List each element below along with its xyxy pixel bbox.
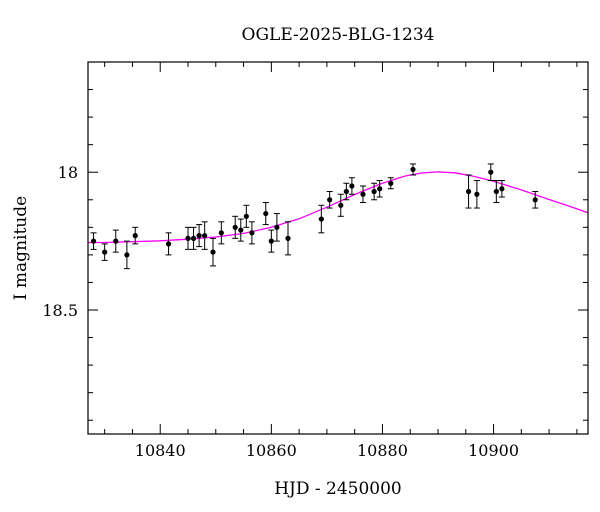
point-marker — [465, 188, 472, 195]
x-tick-labels: 10840 10860 10880 10900 — [135, 441, 519, 460]
data-point — [473, 179, 480, 209]
data-point — [237, 218, 244, 242]
data-point — [376, 179, 383, 198]
data-point — [248, 221, 255, 245]
data-point — [343, 182, 350, 201]
data-point — [218, 221, 225, 245]
point-marker — [388, 180, 394, 186]
point-marker — [285, 235, 291, 241]
data-point — [232, 215, 239, 239]
point-marker — [318, 216, 324, 222]
x-tick-label: 10860 — [246, 441, 297, 460]
data-point — [493, 179, 500, 204]
point-marker — [343, 188, 349, 195]
point-marker — [493, 188, 499, 195]
data-point — [337, 193, 344, 217]
data-point — [262, 202, 269, 226]
axis-ticks — [88, 61, 588, 434]
plot-area — [88, 163, 588, 270]
point-marker — [238, 227, 244, 233]
data-point — [273, 213, 280, 242]
point-marker — [263, 210, 269, 217]
data-point — [487, 163, 494, 181]
point-marker — [218, 230, 224, 236]
data-point — [123, 240, 130, 270]
data-point — [90, 232, 97, 250]
x-axis-label: HJD - 2450000 — [274, 479, 402, 499]
point-marker — [268, 238, 274, 244]
point-marker — [274, 224, 280, 230]
point-marker — [327, 197, 333, 203]
data-point — [132, 226, 139, 245]
data-point — [268, 229, 275, 253]
point-marker — [124, 252, 130, 258]
data-point — [190, 226, 197, 250]
point-marker — [202, 233, 208, 239]
y-axis-label: I magnitude — [11, 196, 31, 300]
point-marker — [196, 233, 202, 239]
y-tick-label: 18.5 — [42, 301, 78, 320]
point-marker — [377, 186, 383, 192]
point-marker — [349, 183, 355, 189]
data-point — [185, 226, 191, 250]
point-marker — [360, 191, 366, 197]
y-tick-labels: 18 18.5 — [42, 163, 78, 320]
point-marker — [338, 202, 344, 208]
data-point — [210, 237, 216, 267]
point-marker — [532, 197, 538, 203]
data-point — [112, 229, 119, 253]
point-marker — [371, 188, 377, 195]
data-point — [498, 179, 505, 198]
data-point — [371, 182, 378, 201]
data-point — [532, 191, 539, 209]
point-marker — [185, 235, 191, 241]
point-marker — [488, 169, 494, 175]
chart-title: OGLE-2025-BLG-1234 — [242, 25, 435, 45]
data-point — [101, 243, 108, 261]
data-point — [465, 174, 472, 209]
data-point — [196, 224, 203, 248]
data-point — [348, 177, 355, 195]
data-point — [165, 232, 172, 256]
point-marker — [474, 191, 480, 197]
point-marker — [232, 224, 238, 230]
point-marker — [113, 238, 119, 244]
point-marker — [243, 213, 249, 219]
point-marker — [499, 186, 505, 192]
data-point — [387, 177, 394, 190]
data-point — [243, 204, 250, 228]
model-curve — [88, 171, 588, 244]
point-marker — [410, 166, 416, 173]
data-point — [326, 191, 333, 209]
data-point — [360, 185, 366, 204]
point-marker — [210, 249, 216, 255]
x-tick-label: 10900 — [468, 441, 519, 460]
point-marker — [90, 238, 97, 244]
y-tick-label: 18 — [58, 163, 78, 182]
point-marker — [165, 241, 172, 247]
data-point — [201, 221, 208, 250]
data-point — [318, 204, 325, 234]
plot-frame — [87, 61, 589, 435]
point-marker — [249, 230, 255, 236]
point-marker — [132, 233, 138, 239]
data-point — [410, 163, 416, 176]
x-tick-label: 10880 — [357, 441, 408, 460]
x-tick-label: 10840 — [135, 441, 186, 460]
point-marker — [102, 249, 108, 255]
data-point — [285, 221, 291, 256]
point-marker — [190, 235, 197, 241]
